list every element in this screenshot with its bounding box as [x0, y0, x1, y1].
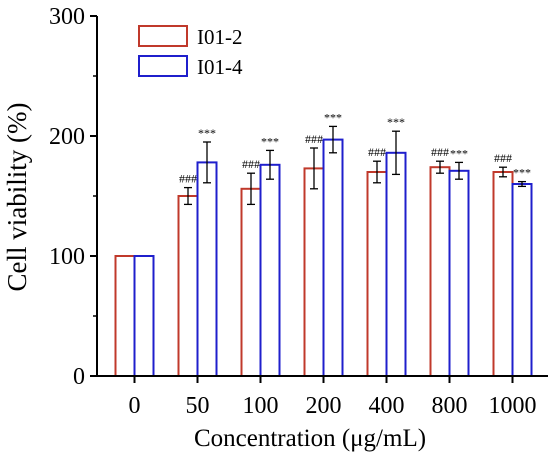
x-tick-label: 400 [369, 393, 405, 419]
legend-label-I01-2: I01-2 [197, 25, 243, 49]
x-tick-label: 200 [306, 393, 342, 419]
axes: 0 50 100 200 400 800 1000 0 100 200 300 [49, 4, 548, 419]
significance-label: ### [179, 172, 197, 186]
bar-I01-4-800 [448, 169, 470, 377]
significance-label: *** [387, 115, 405, 129]
plot-area: ###***###*** ###***###***### *** ###*** [114, 110, 533, 377]
bar-I01-4-1000 [511, 183, 533, 377]
significance-label: *** [198, 126, 216, 140]
bar-I01-4-400 [385, 151, 407, 377]
bar-I01-2-50 [177, 195, 199, 377]
x-tick-label: 100 [243, 393, 279, 419]
significance-label: ### [368, 145, 386, 159]
y-tick-label: 100 [49, 244, 85, 270]
x-tick-label: 800 [432, 393, 468, 419]
bar-I01-4-50 [196, 161, 218, 377]
bar-I01-2-200 [303, 167, 325, 377]
x-axis-label: Concentration (μg/mL) [194, 425, 426, 452]
significance-label: ### [305, 132, 323, 146]
bar-I01-2-100 [240, 187, 262, 377]
significance-label: *** [261, 134, 279, 148]
bar-I01-4-100 [259, 163, 281, 377]
significance-label: *** [324, 110, 342, 124]
y-tick-label: 0 [73, 364, 85, 390]
x-tick-label: 50 [186, 393, 210, 419]
y-tick-label: 300 [49, 4, 85, 30]
significance-label: *** [513, 166, 531, 180]
significance-label: *** [450, 146, 468, 160]
legend-label-I01-4: I01-4 [197, 55, 243, 79]
significance-label: ### [242, 157, 260, 171]
legend: I01-2 I01-4 [138, 25, 243, 79]
bar-I01-2-400 [366, 171, 388, 377]
significance-label: ### [431, 145, 449, 159]
bar-I01-4-200 [322, 138, 344, 377]
bar-I01-2-800 [429, 166, 451, 377]
legend-swatch-I01-4 [138, 55, 188, 77]
bar-I01-4-0 [133, 255, 155, 377]
bar-I01-2-1000 [492, 171, 514, 377]
x-tick-label: 1000 [489, 393, 537, 419]
x-tick-label: 0 [129, 393, 141, 419]
bar-I01-2-0 [114, 255, 136, 377]
significance-label: ### [494, 151, 512, 165]
y-axis-label: Cell viability (%) [2, 103, 32, 292]
y-tick-label: 200 [49, 124, 85, 150]
legend-swatch-I01-2 [138, 25, 188, 47]
